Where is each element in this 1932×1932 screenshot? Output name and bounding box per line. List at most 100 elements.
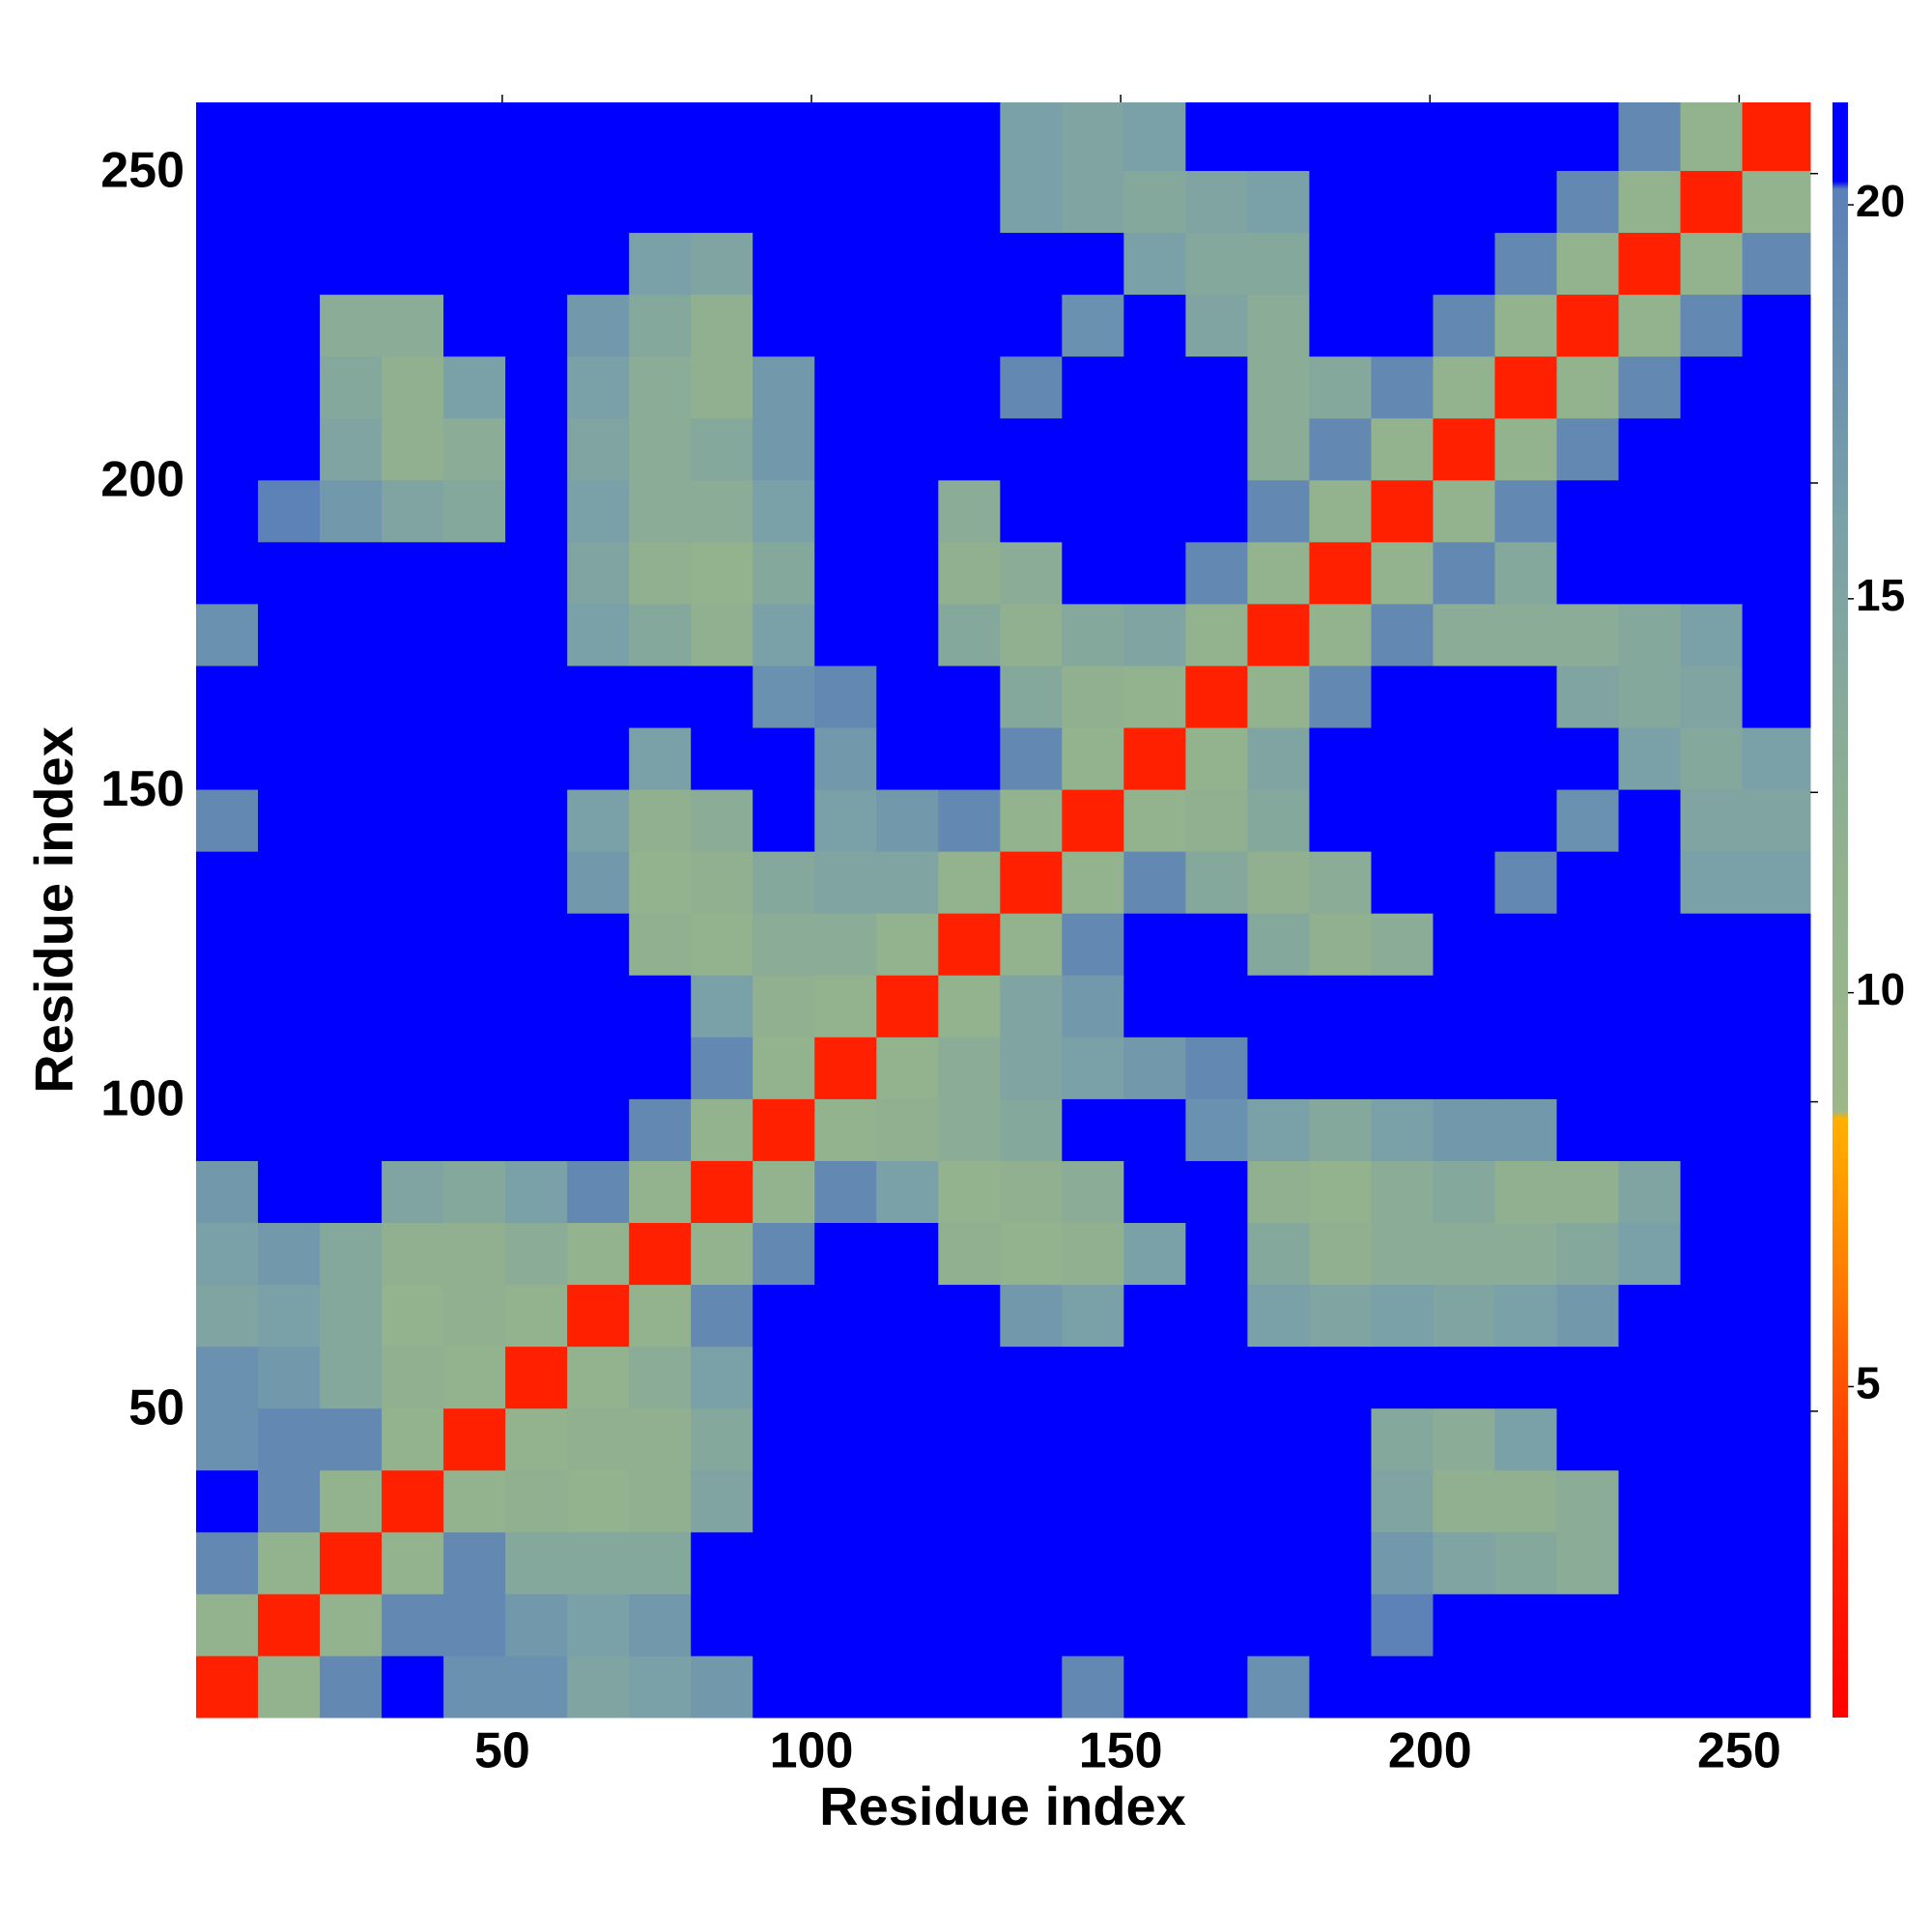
colorbar bbox=[1833, 102, 1848, 1718]
heatmap-cell bbox=[1371, 1346, 1434, 1409]
heatmap-cell bbox=[629, 1469, 692, 1533]
heatmap-cell bbox=[258, 603, 321, 667]
heatmap-cell bbox=[938, 975, 1001, 1037]
heatmap-cell bbox=[1556, 355, 1620, 419]
heatmap-cell bbox=[876, 1098, 939, 1161]
heatmap-cell bbox=[1247, 479, 1310, 543]
heatmap-cell bbox=[382, 1469, 444, 1533]
heatmap-cell bbox=[629, 541, 692, 605]
heatmap-cell bbox=[876, 1284, 939, 1348]
heatmap-cell bbox=[691, 975, 753, 1037]
heatmap-cell bbox=[753, 102, 815, 171]
heatmap-cell bbox=[1123, 479, 1186, 543]
heatmap-cell bbox=[1123, 1098, 1186, 1161]
heatmap-cell bbox=[1742, 789, 1811, 852]
heatmap-cell bbox=[1680, 1284, 1744, 1348]
heatmap-cell bbox=[1742, 232, 1811, 296]
heatmap-cell bbox=[382, 1655, 444, 1719]
heatmap-cell bbox=[1247, 1407, 1310, 1471]
heatmap-cell bbox=[876, 1655, 939, 1719]
heatmap-cell bbox=[1618, 727, 1682, 790]
heatmap-cell bbox=[1309, 665, 1372, 728]
heatmap-cell bbox=[1185, 1037, 1248, 1099]
heatmap-cell bbox=[1618, 789, 1682, 852]
heatmap-cell bbox=[1247, 355, 1310, 419]
heatmap-cell bbox=[1680, 913, 1744, 976]
heatmap-cell bbox=[567, 1593, 630, 1657]
heatmap-cell bbox=[1309, 1037, 1372, 1099]
heatmap-cell bbox=[1494, 479, 1558, 543]
heatmap-cell bbox=[1680, 355, 1744, 419]
heatmap-cell bbox=[753, 1531, 815, 1595]
heatmap-cell bbox=[1123, 1655, 1186, 1719]
heatmap-cell bbox=[1556, 102, 1620, 171]
heatmap-cell bbox=[753, 1037, 815, 1099]
heatmap-cell bbox=[443, 851, 506, 914]
heatmap-cell bbox=[1185, 603, 1248, 667]
heatmap-cell bbox=[320, 1407, 383, 1471]
heatmap-cell bbox=[1185, 294, 1248, 357]
heatmap-cell bbox=[1680, 1531, 1744, 1595]
heatmap-cell bbox=[876, 789, 939, 852]
heatmap-cell bbox=[1371, 851, 1434, 914]
heatmap-cell bbox=[505, 1346, 568, 1409]
heatmap-cell bbox=[1494, 170, 1558, 234]
heatmap-cell bbox=[1742, 294, 1811, 357]
heatmap-cell bbox=[1742, 975, 1811, 1037]
heatmap-cell bbox=[1185, 102, 1248, 171]
heatmap-cell bbox=[1123, 232, 1186, 296]
heatmap-cell bbox=[1680, 1407, 1744, 1471]
heatmap-cell bbox=[443, 603, 506, 667]
heatmap-cell bbox=[1000, 1222, 1063, 1286]
heatmap-cell bbox=[1062, 355, 1124, 419]
heatmap-cell bbox=[1618, 417, 1682, 481]
heatmap-cell bbox=[814, 1098, 877, 1161]
heatmap-cell bbox=[1742, 1346, 1811, 1409]
heatmap-cell bbox=[753, 1284, 815, 1348]
heatmap-cell bbox=[1371, 1284, 1434, 1348]
heatmap-cell bbox=[1000, 232, 1063, 296]
y-tick-label: 250 bbox=[100, 142, 185, 198]
heatmap-cell bbox=[258, 913, 321, 976]
heatmap-cell bbox=[258, 727, 321, 790]
heatmap-cell bbox=[1371, 665, 1434, 728]
heatmap-cell bbox=[938, 1037, 1001, 1099]
heatmap-cell bbox=[1556, 541, 1620, 605]
heatmap-cell bbox=[629, 1222, 692, 1286]
heatmap-cell bbox=[505, 851, 568, 914]
heatmap-cell bbox=[1742, 1222, 1811, 1286]
heatmap-cell bbox=[320, 1037, 383, 1099]
heatmap-cell bbox=[1062, 232, 1124, 296]
heatmap-cell bbox=[258, 102, 321, 171]
heatmap-cell bbox=[1062, 170, 1124, 234]
x-tick-label: 250 bbox=[1697, 1723, 1781, 1779]
heatmap-cell bbox=[258, 294, 321, 357]
heatmap-cell bbox=[1000, 789, 1063, 852]
heatmap-cell bbox=[938, 851, 1001, 914]
heatmap-cell bbox=[938, 1284, 1001, 1348]
heatmap-cell bbox=[382, 232, 444, 296]
heatmap-cell bbox=[1618, 541, 1682, 605]
heatmap-cell bbox=[258, 355, 321, 419]
heatmap-cell bbox=[443, 1284, 506, 1348]
heatmap-cell bbox=[1371, 541, 1434, 605]
heatmap-cell bbox=[1185, 913, 1248, 976]
heatmap-cell bbox=[1185, 1407, 1248, 1471]
x-tick-label: 200 bbox=[1388, 1723, 1472, 1779]
heatmap-cell bbox=[196, 1531, 259, 1595]
heatmap-cell bbox=[876, 355, 939, 419]
heatmap-cell bbox=[443, 1346, 506, 1409]
heatmap-cell bbox=[1309, 170, 1372, 234]
heatmap-cell bbox=[196, 1407, 259, 1471]
heatmap-cell bbox=[196, 789, 259, 852]
heatmap-cell bbox=[1000, 727, 1063, 790]
heatmap-cell bbox=[1247, 1222, 1310, 1286]
heatmap-cell bbox=[258, 1346, 321, 1409]
heatmap-cell bbox=[1494, 1655, 1558, 1719]
heatmap-cell bbox=[753, 851, 815, 914]
heatmap-cell bbox=[814, 1407, 877, 1471]
heatmap-cell bbox=[382, 479, 444, 543]
heatmap-cell bbox=[753, 1407, 815, 1471]
heatmap-cell bbox=[1123, 102, 1186, 171]
heatmap-cell bbox=[1742, 851, 1811, 914]
